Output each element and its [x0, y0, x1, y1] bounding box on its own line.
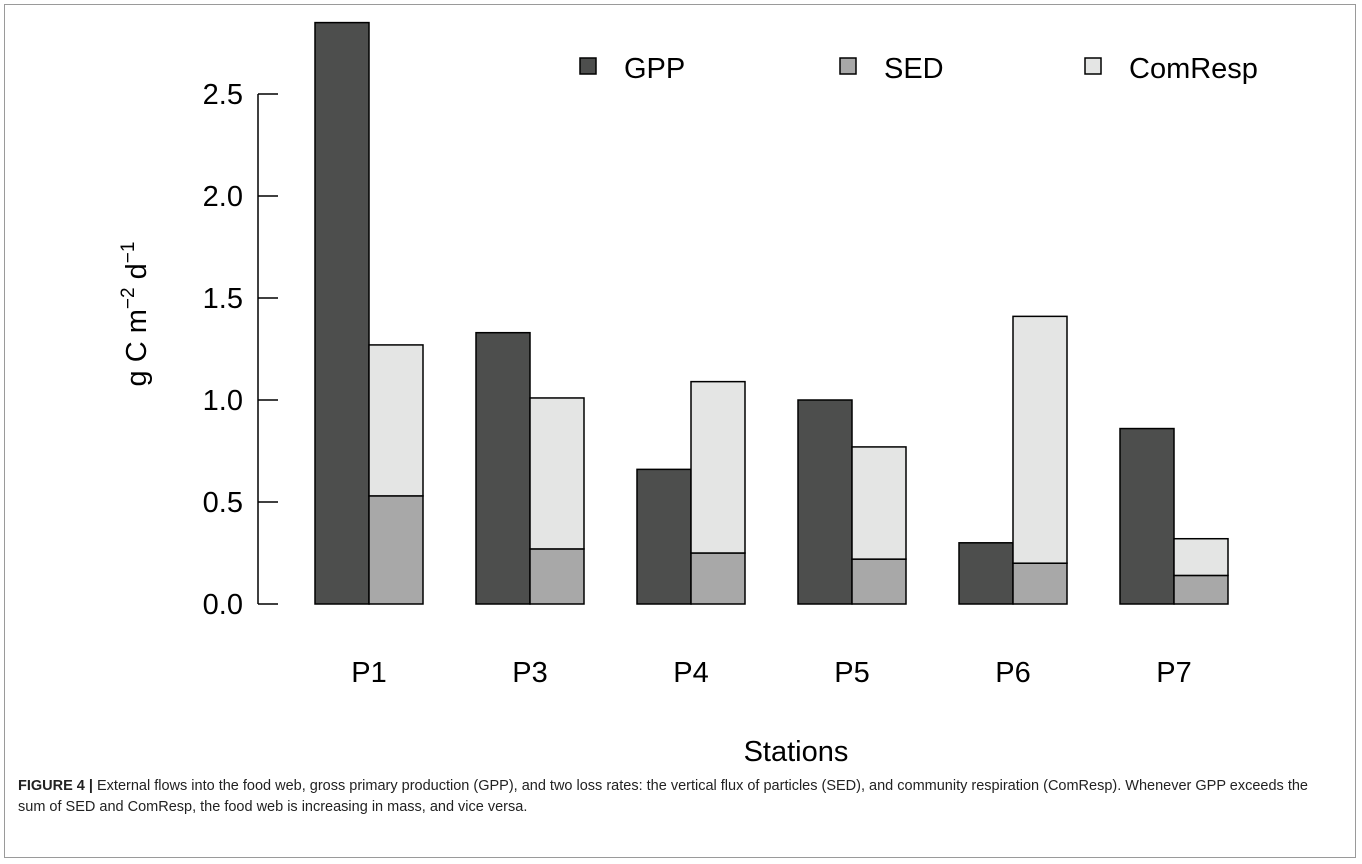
legend-swatch-gpp	[579, 57, 597, 75]
y-tick-label: 1.0	[203, 385, 243, 417]
bar-chart: 0.0 0.5 1.0 1.5 2.0 2.5 P1 P3 P4 P5 P6 P7 GPP SED Co…	[118, 21, 1258, 768]
y-tick-label: 2.5	[203, 79, 243, 111]
bar-gpp-p5	[797, 399, 853, 605]
legend-label-sed: SED	[884, 53, 944, 85]
x-axis-title: Stations	[744, 736, 849, 768]
bar-comresp-p7	[1173, 537, 1229, 577]
legend-swatch-sed	[839, 57, 857, 75]
bar-comresp-p6	[1012, 315, 1068, 564]
bar-sed-p1	[368, 495, 424, 605]
legend-label-comresp: ComResp	[1129, 53, 1258, 85]
x-tick-label-p1: P1	[351, 657, 386, 689]
legend-label-gpp: GPP	[624, 53, 685, 85]
bar-comresp-p3	[529, 397, 585, 550]
bar-sed-p3	[529, 548, 585, 605]
y-tick-label: 0.0	[203, 589, 243, 621]
caption-text: External flows into the food web, gross …	[18, 778, 1308, 815]
caption-label: FIGURE 4 |	[18, 778, 93, 794]
bar-comresp-p4	[690, 380, 746, 554]
y-axis: 0.0 0.5 1.0 1.5 2.0 2.5	[203, 79, 278, 621]
bar-sed-p4	[690, 552, 746, 605]
x-tick-labels: P1 P3 P4 P5 P6 P7	[351, 657, 1191, 689]
legend: GPP SED ComResp	[579, 53, 1258, 85]
legend-swatch-comresp	[1084, 57, 1102, 75]
y-tick-label: 2.0	[203, 181, 243, 213]
y-tick-label: 0.5	[203, 487, 243, 519]
bar-comresp-p5	[851, 446, 907, 560]
x-tick-label-p3: P3	[512, 657, 547, 689]
bar-sed-p6	[1012, 562, 1068, 605]
figure-caption: FIGURE 4 | External flows into the food …	[18, 776, 1338, 818]
x-tick-label-p6: P6	[995, 657, 1030, 689]
x-tick-label-p7: P7	[1156, 657, 1191, 689]
figure-frame	[4, 4, 1356, 858]
bar-sed-p7	[1173, 574, 1229, 605]
bar-gpp-p6	[958, 542, 1014, 605]
x-tick-label-p5: P5	[834, 657, 869, 689]
bar-gpp-p1	[314, 21, 370, 605]
bar-gpp-p7	[1119, 427, 1175, 605]
bar-sed-p5	[851, 558, 907, 605]
x-tick-label-p4: P4	[673, 657, 708, 689]
bar-comresp-p1	[368, 344, 424, 497]
y-axis-title: g C m−2 d−1	[118, 242, 153, 387]
bar-gpp-p3	[475, 331, 531, 605]
bar-gpp-p4	[636, 468, 692, 605]
y-tick-label: 1.5	[203, 283, 243, 315]
bars	[314, 21, 1229, 605]
